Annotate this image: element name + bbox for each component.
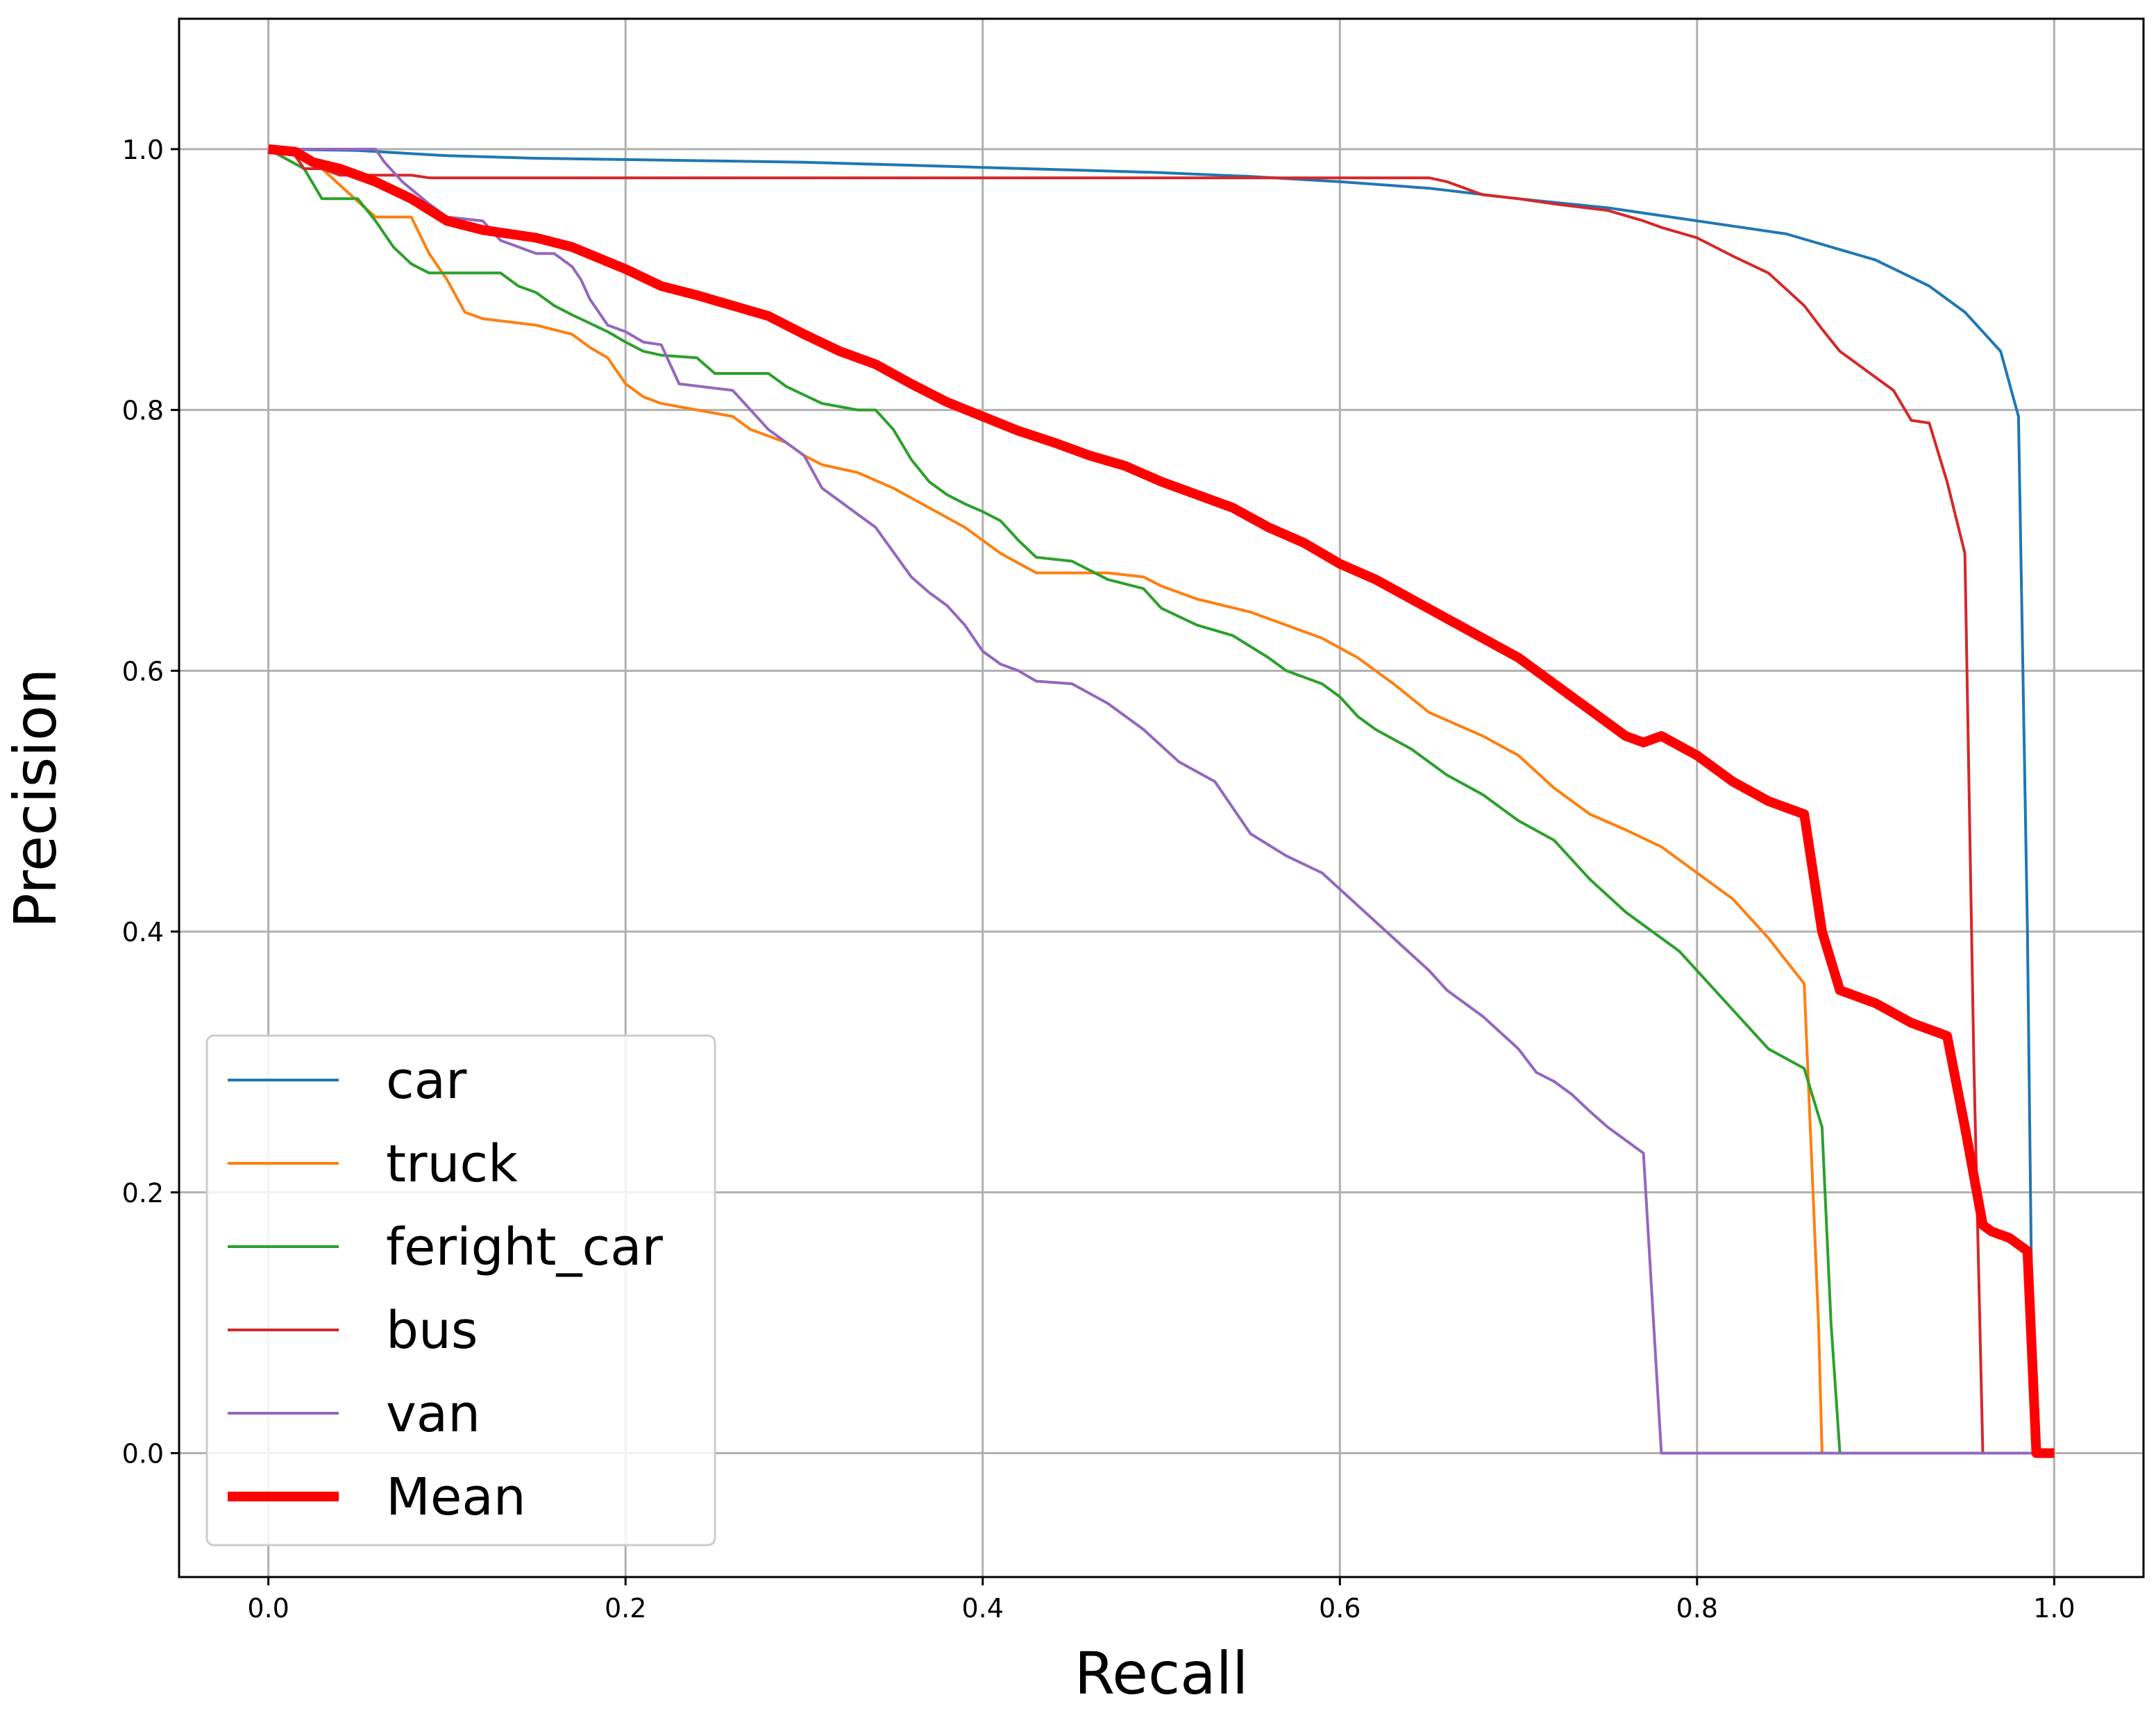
plot-frame (178, 17, 2145, 1578)
x-axis-label: Recall (1075, 1640, 1249, 1708)
series-line-mean (267, 144, 2055, 1458)
legend-label-mean: Mean (386, 1467, 526, 1527)
legend-label-truck: truck (386, 1134, 518, 1194)
series-line-van (268, 147, 2037, 1455)
series-line-bus (268, 147, 2037, 1455)
legend-label-feright-car: feright_car (386, 1217, 663, 1277)
y-tick-label: 0.0 (122, 1439, 164, 1469)
y-tick-label: 0.8 (122, 396, 164, 426)
series-line-feright-car (267, 148, 2055, 1455)
series-lines (267, 144, 2055, 1458)
x-tick-label: 1.0 (2033, 1593, 2075, 1624)
legend-label-car: car (386, 1051, 467, 1111)
legend-label-van: van (386, 1384, 480, 1444)
legend-label-bus: bus (386, 1301, 478, 1360)
y-tick-label: 0.4 (122, 917, 164, 947)
series-line-truck (267, 148, 2055, 1455)
x-tick-label: 0.2 (605, 1593, 646, 1624)
x-tick-label: 0.8 (1676, 1593, 1718, 1624)
y-tick-label: 0.2 (122, 1178, 164, 1208)
y-tick-label: 1.0 (122, 135, 164, 165)
y-axis-label: Precision (1, 668, 69, 929)
x-tick-label: 0.4 (962, 1593, 1004, 1624)
series-line-car (268, 147, 2038, 1453)
x-tick-label: 0.6 (1319, 1593, 1361, 1624)
axis-ticks: 0.0 0.2 0.4 0.6 0.8 1.0 0.0 0.2 0.4 0.6 0.8 1.0 (122, 135, 2075, 1624)
x-tick-label: 0.0 (247, 1593, 289, 1624)
y-tick-label: 0.6 (122, 656, 164, 686)
